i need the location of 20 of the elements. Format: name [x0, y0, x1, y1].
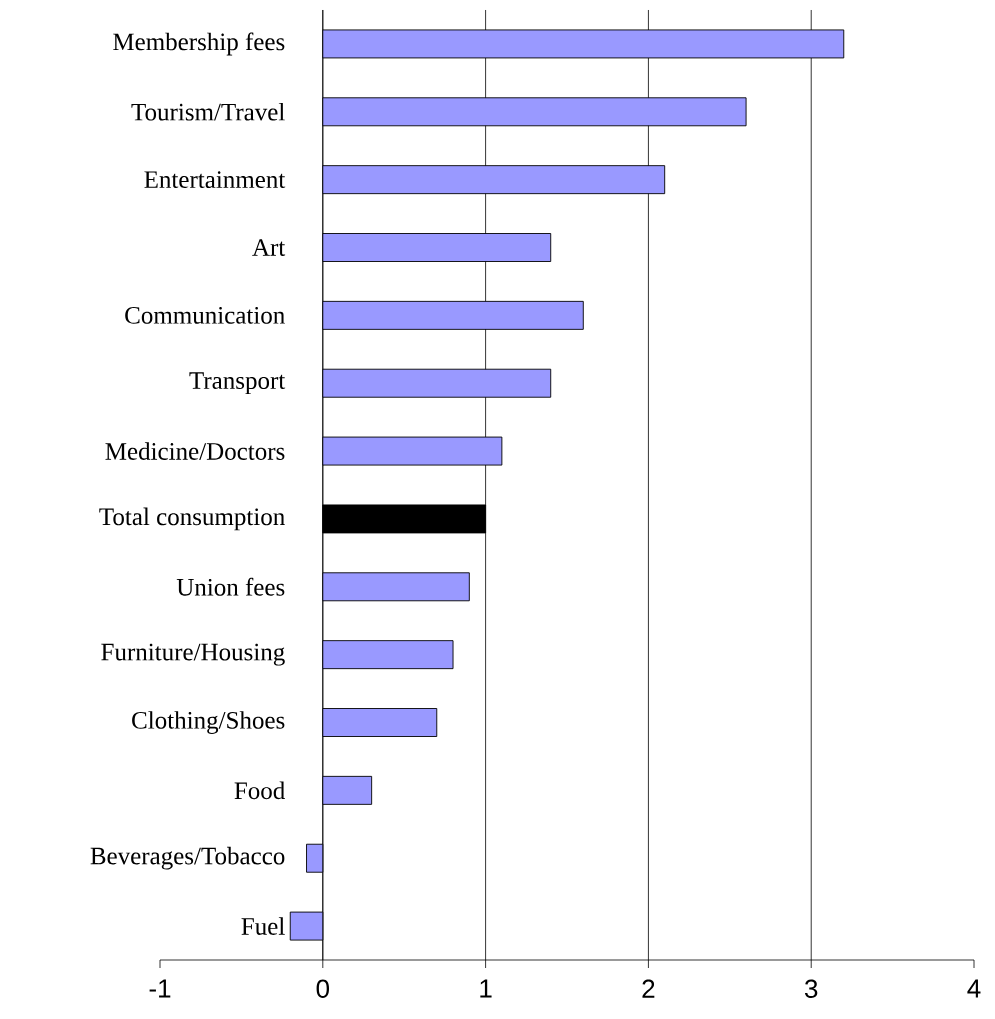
- y-tick-label: Food: [234, 781, 285, 800]
- y-tick-label: Fuel: [241, 917, 285, 935]
- x-tick-label: 0: [316, 979, 330, 998]
- y-tick-label: Tourism/Travel: [131, 102, 285, 121]
- y-tick-label: Art: [252, 239, 286, 256]
- y-tick-label: Clothing/Shoes: [132, 711, 285, 734]
- x-tick-label: 3: [804, 979, 818, 998]
- y-tick-label: Communication: [125, 306, 285, 324]
- y-tick-label: Union fees: [176, 577, 285, 596]
- x-tick-label: 2: [642, 979, 655, 998]
- y-tick-label: Total consumption: [99, 507, 285, 531]
- x-tick-label: 4: [967, 979, 981, 998]
- y-tick-label: Membership fees: [113, 32, 285, 56]
- x-tick-label: 1: [480, 979, 492, 998]
- y-tick-label: Medicine/Doctors: [105, 442, 285, 460]
- y-tick-label: Entertainment: [144, 171, 286, 189]
- y-tick-label: Furniture/Housing: [101, 643, 285, 666]
- y-tick-label: Beverages/Tobacco: [90, 846, 285, 870]
- x-tick-label: -1: [149, 979, 171, 998]
- y-tick-label: Transport: [189, 372, 286, 395]
